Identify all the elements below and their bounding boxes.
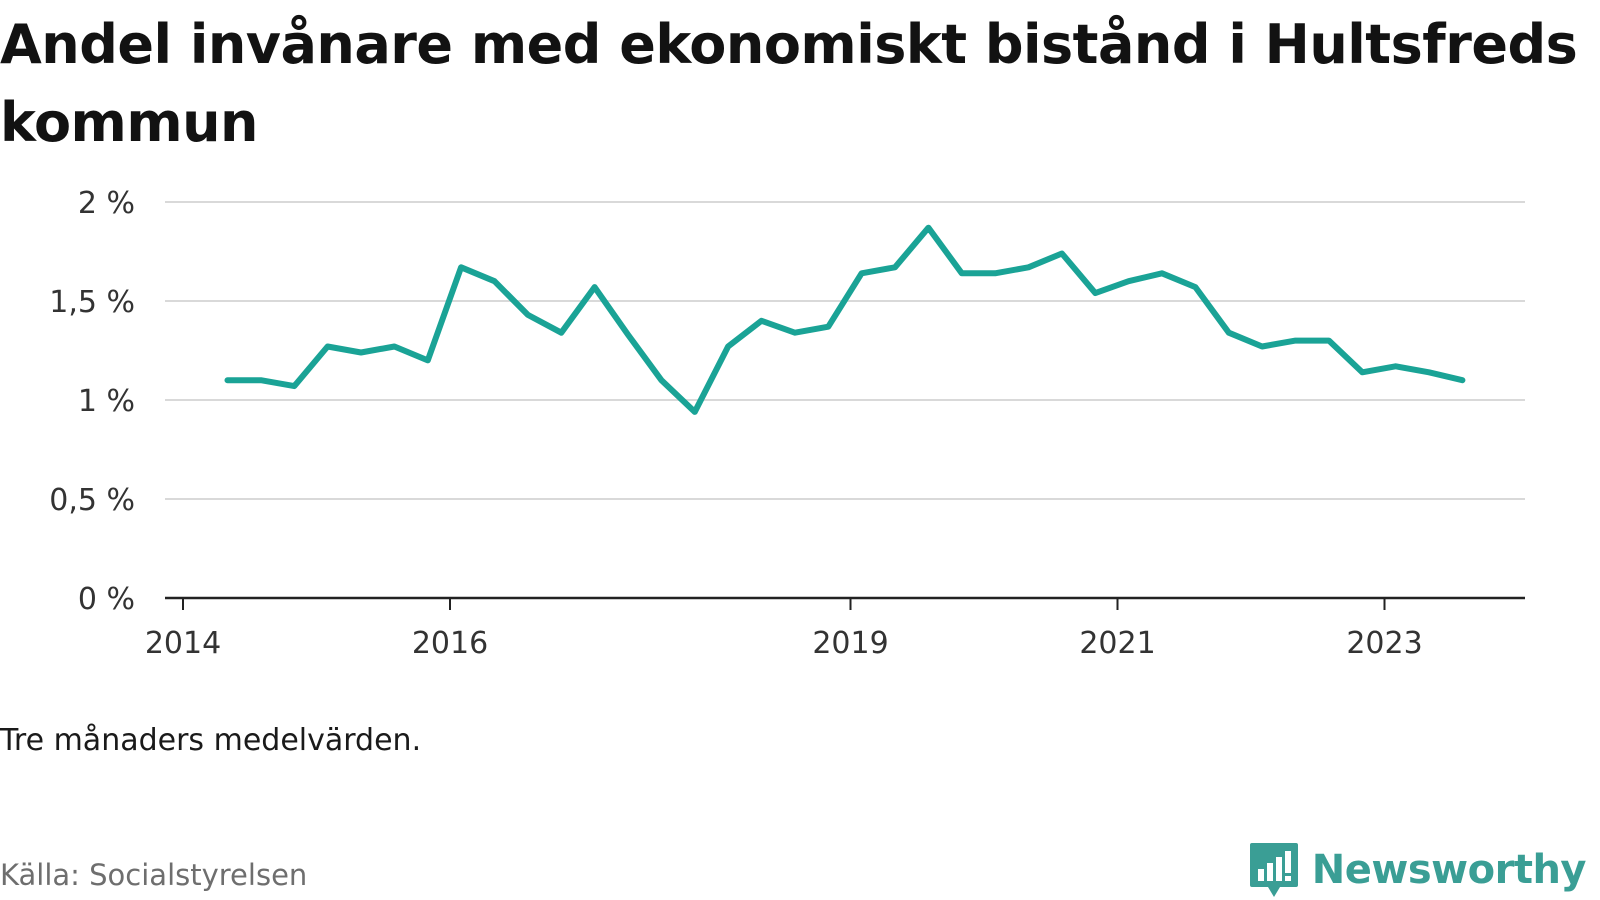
chart-note: Tre månaders medelvärden. <box>0 723 422 758</box>
x-tick-label: 2021 <box>1079 626 1155 661</box>
y-tick-label: 0,5 % <box>49 483 135 518</box>
y-tick-label: 1 % <box>78 384 135 419</box>
y-tick-label: 1,5 % <box>49 285 135 320</box>
x-axis: 2014 2016 2019 2021 2023 <box>145 596 1525 661</box>
data-series <box>224 224 1466 415</box>
chart-title: Andel invånare med ekonomiskt bistånd i … <box>0 13 1578 154</box>
x-tick-label: 2023 <box>1346 626 1422 661</box>
source-label: Källa: Socialstyrelsen <box>0 858 308 892</box>
x-tick-label: 2016 <box>412 626 488 661</box>
x-tick-label: 2019 <box>812 626 888 661</box>
y-axis-ticks: 0 % 0,5 % 1 % 1,5 % 2 % <box>49 186 135 617</box>
x-tick-label: 2014 <box>145 626 221 661</box>
series-line <box>224 224 1466 415</box>
newsworthy-logo-icon <box>1249 843 1298 897</box>
brand-name: Newsworthy <box>1311 847 1587 893</box>
y-tick-label: 2 % <box>78 186 135 221</box>
brand-logo: Newsworthy <box>1248 840 1587 900</box>
line-chart: 0 % 0,5 % 1 % 1,5 % 2 % 2014 2016 2019 2021 2023 <box>49 186 1525 661</box>
y-tick-label: 0 % <box>78 582 135 617</box>
